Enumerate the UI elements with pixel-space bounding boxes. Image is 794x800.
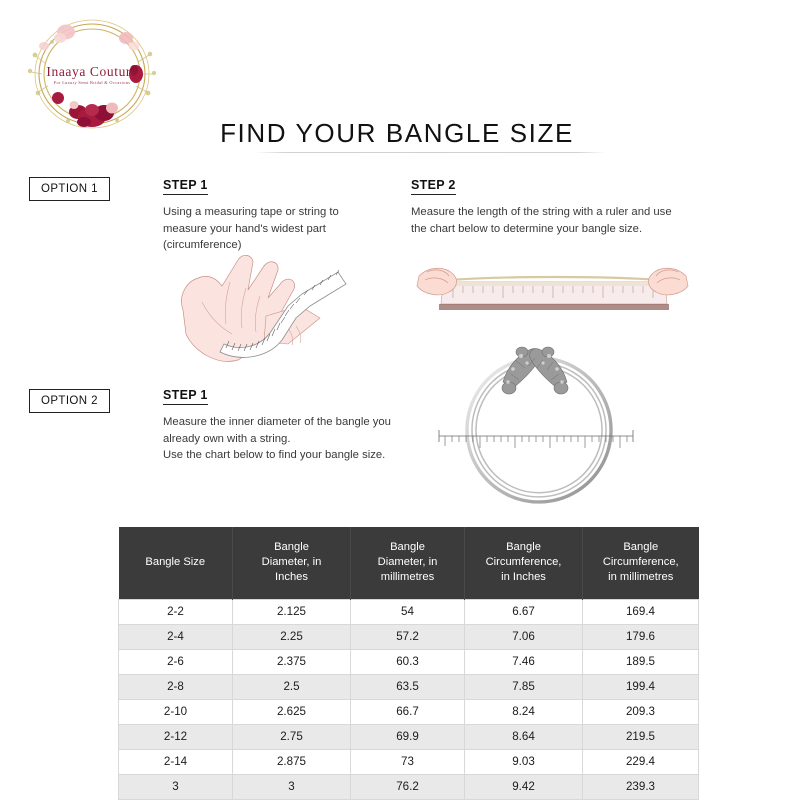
table-row: 3 3 76.2 9.42 239.3 bbox=[118, 773, 699, 800]
cell-dia-mm: 63.5 bbox=[350, 673, 465, 700]
cell-dia-in: 2.5 bbox=[232, 673, 351, 700]
option-1-badge: OPTION 1 bbox=[29, 177, 110, 201]
col-header-circumference-in: Bangle Circumference, in Inches bbox=[464, 527, 583, 600]
table-body: 2-2 2.125 54 6.67 169.4 2-4 2.25 57.2 7.… bbox=[118, 598, 699, 800]
cell-circ-in: 7.06 bbox=[464, 623, 583, 650]
option-2-badge: OPTION 2 bbox=[29, 389, 110, 413]
brand-logo: Inaaya Couture For Luxury Semi Bridal & … bbox=[22, 12, 162, 137]
option1-step1-heading: STEP 1 bbox=[163, 178, 208, 195]
cell-size: 2-8 bbox=[118, 673, 233, 700]
cell-circ-mm: 239.3 bbox=[582, 773, 699, 800]
option2-step1-heading: STEP 1 bbox=[163, 388, 208, 405]
col-header-circumference-mm: Bangle Circumference, in millimetres bbox=[582, 527, 699, 600]
brand-name: Inaaya Couture bbox=[46, 64, 138, 79]
cell-circ-in: 7.85 bbox=[464, 673, 583, 700]
cell-circ-mm: 189.5 bbox=[582, 648, 699, 675]
table-row: 2-2 2.125 54 6.67 169.4 bbox=[118, 598, 699, 625]
page-title: FIND YOUR BANGLE SIZE bbox=[220, 118, 574, 148]
option1-step2-heading: STEP 2 bbox=[411, 178, 456, 195]
cell-dia-in: 2.75 bbox=[232, 723, 351, 750]
cell-dia-in: 2.375 bbox=[232, 648, 351, 675]
table-row: 2-12 2.75 69.9 8.64 219.5 bbox=[118, 723, 699, 750]
cell-dia-in: 2.25 bbox=[232, 623, 351, 650]
cell-dia-mm: 73 bbox=[350, 748, 465, 775]
cell-size: 2-12 bbox=[118, 723, 233, 750]
cell-circ-mm: 229.4 bbox=[582, 748, 699, 775]
cell-dia-mm: 57.2 bbox=[350, 623, 465, 650]
cell-circ-in: 9.42 bbox=[464, 773, 583, 800]
cell-circ-in: 9.03 bbox=[464, 748, 583, 775]
cell-circ-in: 8.24 bbox=[464, 698, 583, 725]
cell-circ-in: 7.46 bbox=[464, 648, 583, 675]
cell-size: 2-6 bbox=[118, 648, 233, 675]
option1-step1-block: STEP 1 Using a measuring tape or string … bbox=[163, 176, 368, 254]
cell-dia-in: 2.125 bbox=[232, 598, 351, 625]
option1-step2-body: Measure the length of the string with a … bbox=[411, 206, 672, 235]
cell-circ-mm: 169.4 bbox=[582, 598, 699, 625]
cell-size: 2-10 bbox=[118, 698, 233, 725]
hands-holding-string-on-ruler-illustration bbox=[415, 252, 690, 324]
col-header-diameter-inches: Bangle Diameter, in Inches bbox=[232, 527, 351, 600]
table-header-row: Bangle Size Bangle Diameter, in Inches B… bbox=[118, 527, 699, 600]
table-row: 2-10 2.625 66.7 8.24 209.3 bbox=[118, 698, 699, 725]
option2-step1-block: STEP 1 Measure the inner diameter of the… bbox=[163, 386, 413, 464]
cell-dia-mm: 60.3 bbox=[350, 648, 465, 675]
cell-dia-in: 2.625 bbox=[232, 698, 351, 725]
cell-dia-in: 2.875 bbox=[232, 748, 351, 775]
brand-tagline: For Luxury Semi Bridal & Occasions bbox=[53, 80, 131, 85]
cell-circ-mm: 179.6 bbox=[582, 623, 699, 650]
option1-step2-block: STEP 2 Measure the length of the string … bbox=[411, 176, 676, 237]
title-divider bbox=[256, 152, 606, 153]
hand-with-measuring-tape-illustration bbox=[168, 248, 368, 366]
table-row: 2-4 2.25 57.2 7.06 179.6 bbox=[118, 623, 699, 650]
cell-dia-in: 3 bbox=[232, 773, 351, 800]
cell-circ-in: 8.64 bbox=[464, 723, 583, 750]
bangle-size-table: Bangle Size Bangle Diameter, in Inches B… bbox=[118, 527, 699, 800]
option2-step1-body: Measure the inner diameter of the bangle… bbox=[163, 416, 391, 462]
cell-dia-mm: 54 bbox=[350, 598, 465, 625]
cell-size: 2-14 bbox=[118, 748, 233, 775]
cell-dia-mm: 69.9 bbox=[350, 723, 465, 750]
col-header-bangle-size: Bangle Size bbox=[118, 527, 233, 600]
cell-dia-mm: 76.2 bbox=[350, 773, 465, 800]
cell-circ-mm: 199.4 bbox=[582, 673, 699, 700]
silver-bangle-with-ruler-illustration bbox=[425, 336, 645, 511]
cell-dia-mm: 66.7 bbox=[350, 698, 465, 725]
cell-size: 2-2 bbox=[118, 598, 233, 625]
cell-circ-in: 6.67 bbox=[464, 598, 583, 625]
cell-circ-mm: 219.5 bbox=[582, 723, 699, 750]
cell-circ-mm: 209.3 bbox=[582, 698, 699, 725]
table-row: 2-6 2.375 60.3 7.46 189.5 bbox=[118, 648, 699, 675]
cell-size: 2-4 bbox=[118, 623, 233, 650]
cell-size: 3 bbox=[118, 773, 233, 800]
table-row: 2-14 2.875 73 9.03 229.4 bbox=[118, 748, 699, 775]
col-header-diameter-mm: Bangle Diameter, in millimetres bbox=[350, 527, 465, 600]
table-row: 2-8 2.5 63.5 7.85 199.4 bbox=[118, 673, 699, 700]
option1-step1-body: Using a measuring tape or string to meas… bbox=[163, 206, 339, 252]
